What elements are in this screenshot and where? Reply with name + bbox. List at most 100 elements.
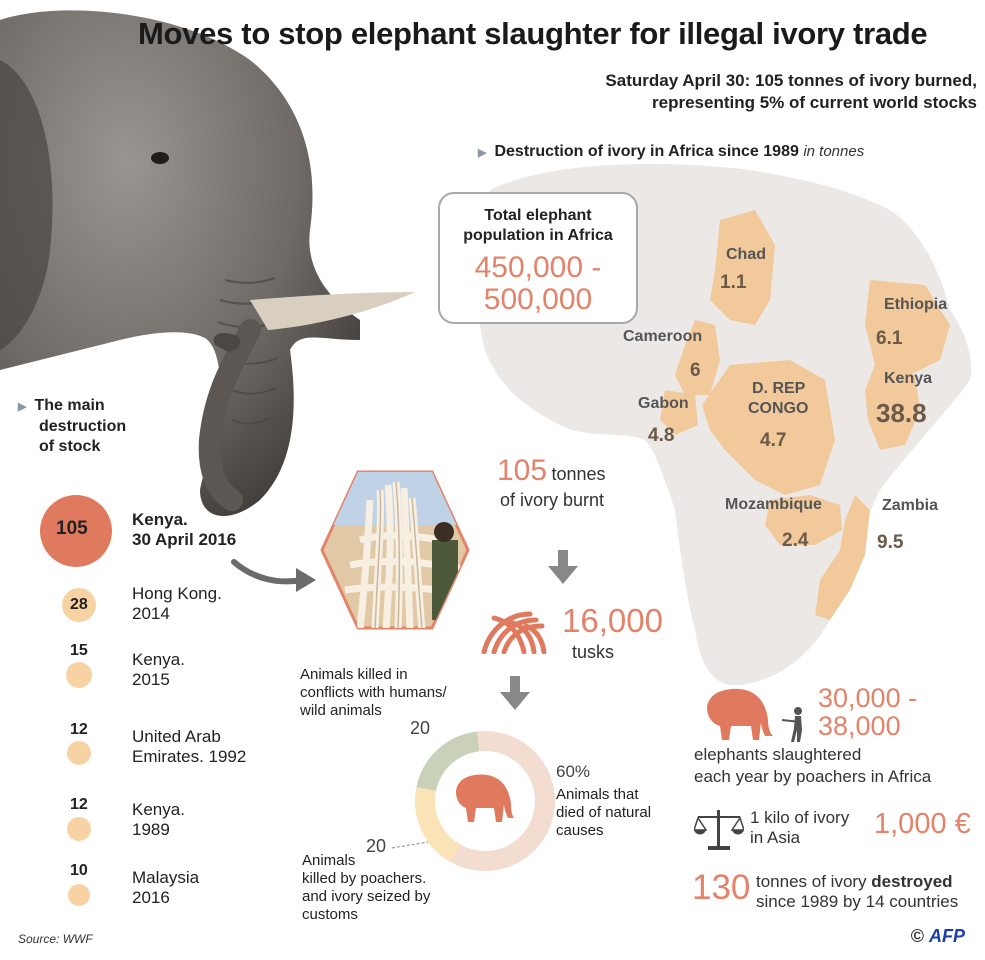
poacher-label-line-4: customs	[302, 906, 358, 923]
subtitle-line-2: representing 5% of current world stocks	[652, 93, 977, 112]
natural-label-line-2: died of natural	[556, 804, 652, 821]
ethiopia-shape	[865, 280, 950, 375]
poacher-label-line-1: Animals	[302, 852, 356, 869]
cameroon-shape	[675, 320, 720, 395]
stock-label-line-2: 30 April 2016	[132, 530, 237, 549]
burn-amount-unit: tonnes	[551, 464, 606, 484]
conflict-label-line-3: wild animals	[300, 702, 382, 719]
donut-segment-poachers	[415, 787, 461, 862]
stock-label-uae: United Arab Emirates. 1992	[132, 727, 246, 767]
stock-label-line-1: Hong Kong.	[132, 584, 222, 603]
stock-value-kenya-1989: 12	[70, 796, 88, 813]
country-label-ethiopia: Ethiopia	[884, 296, 948, 313]
copyright-symbol: ©	[910, 926, 924, 946]
map-heading: ▶ Destruction of ivory in Africa since 19…	[478, 143, 864, 161]
price-label-line-1: 1 kilo of ivory	[750, 808, 850, 827]
afp-wordmark: AFP	[929, 926, 965, 946]
map-heading-text: Destruction of ivory in Africa since 198…	[494, 143, 799, 160]
slaughter-label-line-1: elephants slaughtered	[694, 745, 862, 764]
down-arrow-icon	[548, 550, 578, 584]
stock-heading-line-2: destruction	[39, 418, 127, 435]
natural-value: 60%	[556, 762, 591, 781]
stock-label-kenya-1989: Kenya. 1989	[132, 800, 185, 840]
stock-value-hong-kong: 28	[70, 596, 88, 613]
chad-shape	[710, 210, 775, 325]
subtitle-line-1: Saturday April 30: 105 tonnes of ivory b…	[605, 71, 977, 90]
slaughter-label-line-2: each year by poachers in Africa	[694, 767, 932, 786]
stock-label-line-2: 1989	[132, 820, 170, 839]
country-label-drc-line-1: D. REP	[752, 380, 806, 397]
slaughter-value-line-2: 38,000	[818, 711, 901, 741]
country-label-cameroon: Cameroon	[623, 328, 703, 345]
stock-circle-kenya-1989	[67, 817, 91, 841]
elephant-icon	[707, 688, 773, 740]
conflict-value: 20	[410, 718, 431, 738]
country-value-chad: 1.1	[720, 272, 747, 293]
population-box: Total elephant population in Africa 450,…	[438, 192, 638, 324]
country-label-drc-line-2: CONGO	[748, 400, 809, 417]
source-note: Source: WWF	[18, 932, 93, 946]
slaughter-label: elephants slaughtered each year by poach…	[694, 744, 931, 788]
stock-label-line-1: Kenya.	[132, 510, 188, 529]
stock-label-line-1: Kenya.	[132, 800, 185, 819]
stock-label-line-2: 2014	[132, 604, 170, 623]
zambia-shape	[765, 495, 842, 545]
natural-label: Animals that died of natural causes	[556, 786, 651, 840]
conflict-label-line-2: conflicts with humans/	[300, 684, 447, 701]
stock-label-line-1: United Arab	[132, 727, 221, 746]
burn-label: of ivory burnt	[500, 490, 605, 510]
country-value-drc: 4.7	[760, 430, 787, 451]
country-value-cameroon: 6	[690, 360, 701, 381]
stock-label-kenya-2016: Kenya. 30 April 2016	[132, 510, 236, 550]
country-label-zambia: Zambia	[882, 497, 939, 514]
burn-amount-value: 105	[497, 454, 548, 487]
stock-label-kenya-2015: Kenya. 2015	[132, 650, 185, 690]
curved-arrow-icon	[231, 559, 316, 592]
poacher-icon	[781, 707, 802, 742]
tusks-value: 16,000	[562, 602, 663, 639]
stock-heading-line-1: The main	[34, 397, 105, 414]
stock-circle-uae	[67, 741, 91, 765]
population-value-line-1: 450,000 -	[474, 251, 602, 284]
stock-label-malaysia: Malaysia 2016	[132, 868, 199, 908]
country-value-gabon: 4.8	[648, 425, 675, 446]
stock-circle-kenya-2015	[66, 662, 92, 688]
mozambique-shape	[815, 495, 870, 620]
stock-label-hong-kong: Hong Kong. 2014	[132, 584, 222, 624]
stock-label-line-2: Emirates. 1992	[132, 747, 247, 766]
country-label-mozambique: Mozambique	[725, 496, 822, 513]
gabon-shape	[660, 390, 698, 435]
population-value: 450,000 - 500,000	[440, 252, 636, 316]
donut-segment-conflicts	[416, 731, 480, 792]
stock-heading: ▶ The main destruction of stock	[18, 396, 126, 457]
down-arrow-icon	[500, 676, 530, 710]
elephant-icon	[456, 774, 514, 822]
stock-heading-line-3: of stock	[39, 438, 101, 455]
destroyed-label-line-1b: destroyed	[871, 872, 953, 891]
leader-line	[391, 841, 429, 849]
elephant-photo	[0, 10, 415, 517]
country-value-kenya: 38.8	[876, 398, 927, 428]
poacher-label-line-3: and ivory seized by	[302, 888, 431, 905]
conflict-label: Animals killed in conflicts with humans/…	[300, 666, 447, 720]
poacher-label-line-2: killed by poachers.	[302, 870, 427, 887]
causes-donut-chart	[415, 731, 555, 871]
population-value-line-2: 500,000	[483, 283, 593, 316]
destroyed-label-line-1a: tonnes of ivory	[756, 872, 872, 891]
destroyed-value: 130	[692, 868, 751, 907]
destroyed-label: tonnes of ivory destroyed since 1989 by …	[756, 872, 958, 912]
population-label-line-1: Total elephant	[484, 207, 592, 224]
price-label-line-2: in Asia	[750, 828, 801, 847]
stock-circle-malaysia	[68, 884, 90, 906]
destroyed-label-line-2: since 1989 by 14 countries	[756, 892, 959, 911]
country-value-mozambique: 2.4	[782, 530, 809, 551]
subtitle: Saturday April 30: 105 tonnes of ivory b…	[605, 70, 977, 114]
price-label: 1 kilo of ivory in Asia	[750, 808, 849, 848]
country-value-zambia: 9.5	[877, 532, 904, 553]
natural-label-line-3: causes	[556, 822, 604, 839]
stock-label-line-2: 2015	[132, 670, 170, 689]
map-heading-unit: in tonnes	[803, 143, 865, 160]
population-label: Total elephant population in Africa	[440, 206, 636, 246]
natural-label-line-1: Animals that	[556, 786, 639, 803]
slaughter-value: 30,000 - 38,000	[818, 684, 917, 740]
